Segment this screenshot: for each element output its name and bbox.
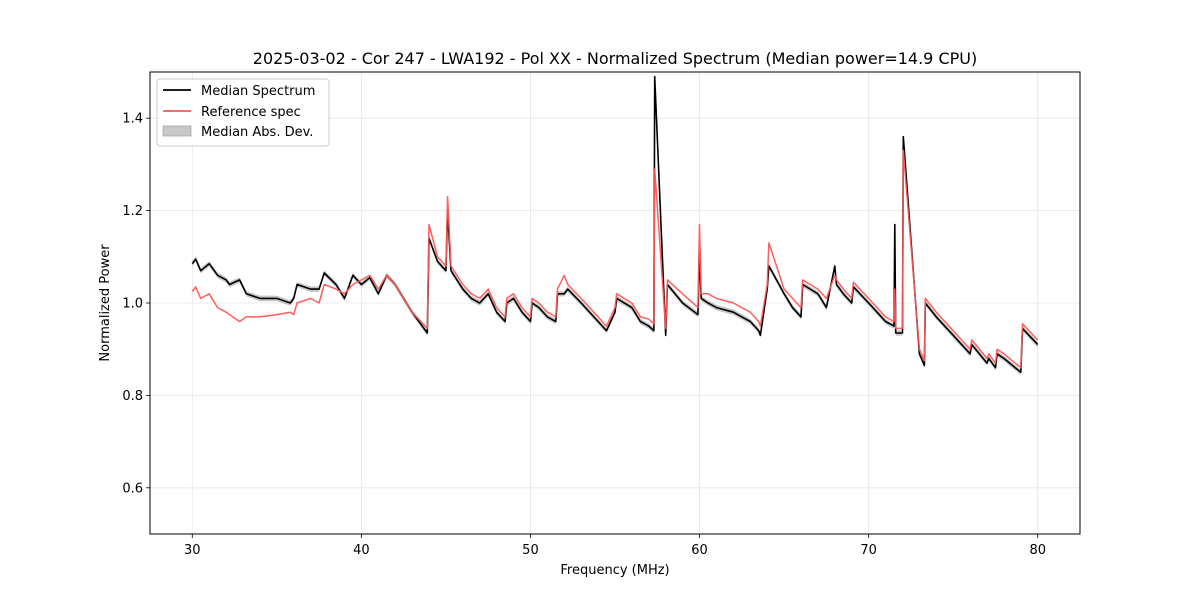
x-axis-label: Frequency (MHz): [560, 563, 669, 578]
x-tick-label: 30: [184, 543, 201, 558]
chart-title: 2025-03-02 - Cor 247 - LWA192 - Pol XX -…: [253, 49, 977, 68]
y-tick-label: 1.0: [122, 297, 143, 312]
x-tick-label: 40: [353, 543, 370, 558]
y-tick-label: 0.8: [122, 389, 143, 404]
x-tick-label: 80: [1029, 543, 1046, 558]
reference-spectrum-line: [191, 149, 1039, 369]
x-tick-label: 70: [860, 543, 877, 558]
plot-area: [191, 73, 1039, 376]
axis-ticks: 30 40 50 60 70 80 0.6 0.8 1.0 1.2 1.4: [122, 112, 1046, 558]
y-tick-label: 1.4: [122, 112, 143, 127]
x-tick-label: 60: [691, 543, 708, 558]
legend-box: [156, 78, 330, 147]
y-tick-label: 1.2: [122, 204, 143, 219]
legend-reference-label: Reference spec: [201, 105, 301, 120]
plot-series: [191, 73, 1039, 376]
y-axis-label: Normalized Power: [98, 244, 113, 362]
legend: Median Spectrum Reference spec Median Ab…: [156, 78, 330, 147]
legend-mad-swatch: [162, 125, 192, 137]
x-tick-label: 50: [522, 543, 539, 558]
legend-mad-label: Median Abs. Dev.: [201, 125, 313, 140]
grid-lines: [150, 72, 1080, 534]
legend-median-label: Median Spectrum: [201, 84, 315, 99]
y-tick-label: 0.6: [122, 481, 143, 496]
